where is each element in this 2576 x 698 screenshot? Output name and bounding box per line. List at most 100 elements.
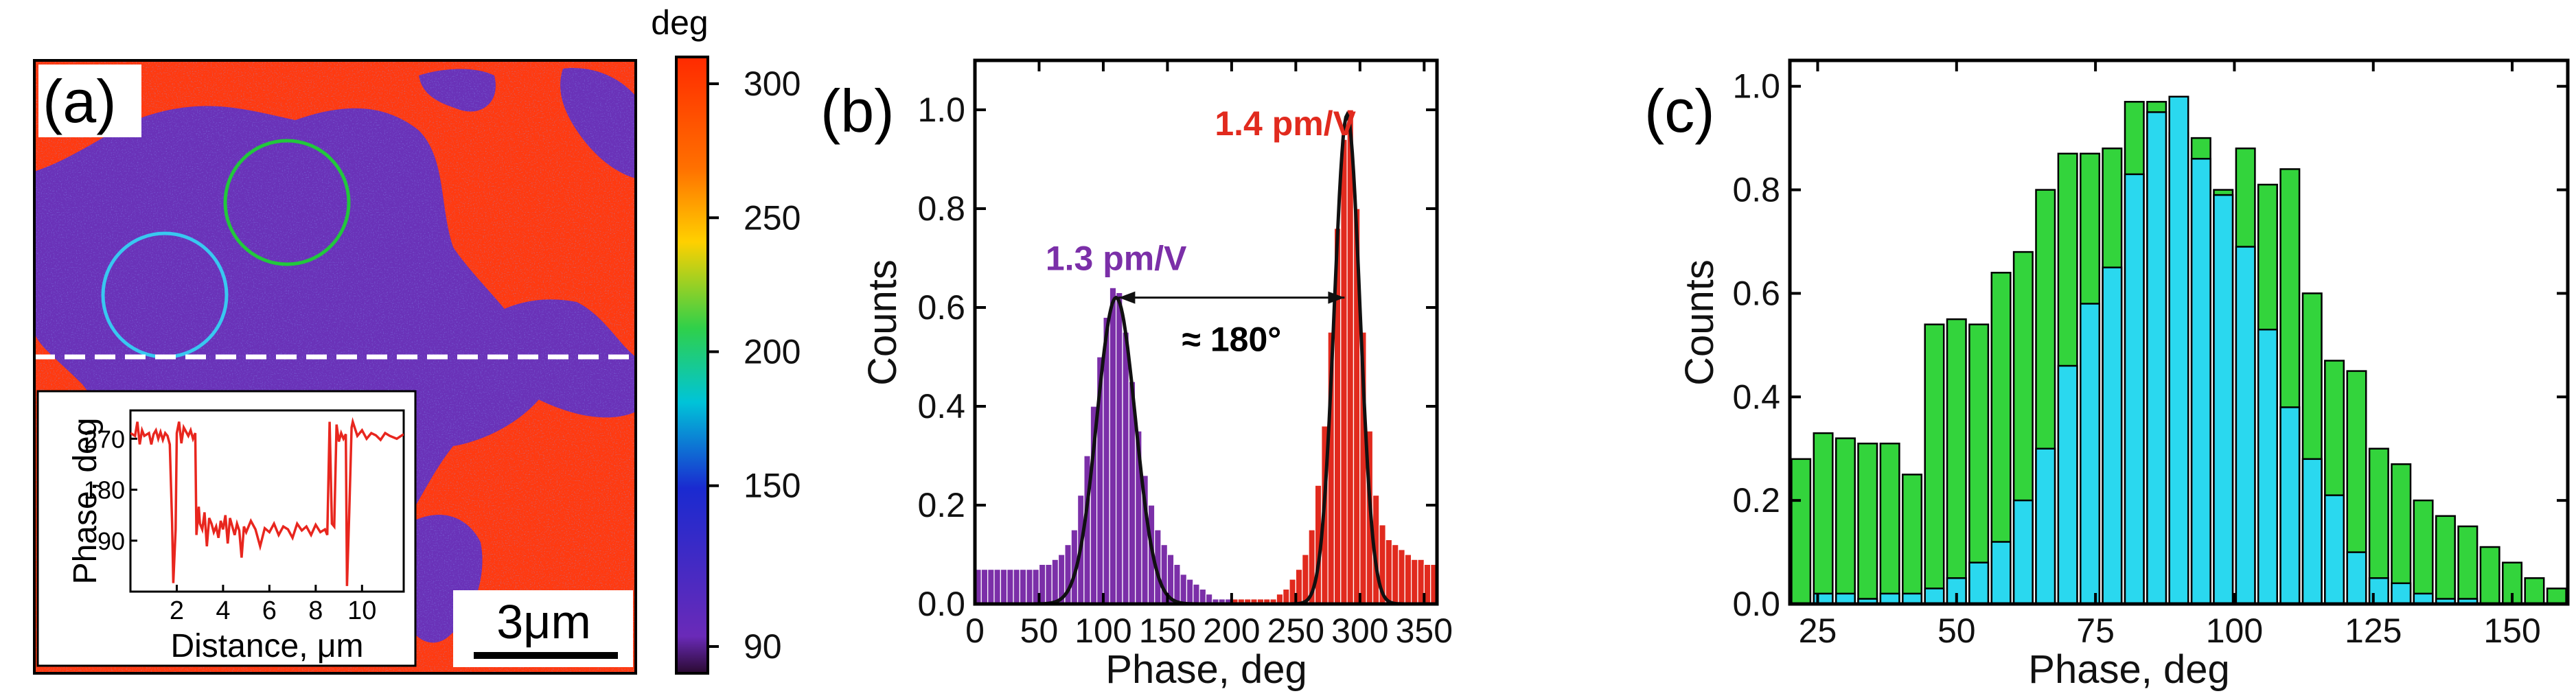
inset-x-tick-label: 2	[170, 596, 184, 625]
histogram-bar	[1045, 563, 1053, 605]
x-tick-label: 200	[1203, 612, 1260, 650]
panel-c-label: (c)	[1644, 77, 1715, 145]
histogram-bar-green	[1835, 437, 1856, 605]
histogram-bar	[1391, 544, 1399, 605]
histogram-bar-cyan	[2146, 111, 2167, 605]
gaussian-fit-right	[1283, 110, 1412, 606]
histogram-bar	[1180, 574, 1187, 605]
y-tick-label: 0.8	[1732, 171, 1780, 209]
inset-y-tick-label: 270	[84, 425, 125, 453]
phase-difference-label: ≈ 180°	[1182, 321, 1282, 359]
panel-b-xlabel: Phase, deg	[1105, 647, 1307, 692]
inset-y-tick-label: 90	[97, 527, 125, 555]
inset-x-tick-label: 4	[216, 596, 230, 625]
phase-map: 2 4 6 8 10 90 180 270 Distance, μm Phase, deg 3…	[34, 60, 636, 673]
panel-a: 2 4 6 8 10 90 180 270 Distance, μm Phase, deg 3…	[33, 3, 801, 675]
left-peak-label: 1.3 pm/V	[1046, 240, 1187, 278]
y-tick-label: 0.6	[917, 288, 965, 327]
y-tick-label: 0.2	[917, 486, 965, 524]
x-tick-label: 50	[1937, 612, 1976, 650]
panel-c-xlabel: Phase, deg	[2028, 647, 2229, 692]
colorbar-tick-label: 250	[744, 198, 801, 237]
inset-ticks: 2 4 6 8 10 90 180 270	[84, 425, 377, 625]
inset-x-tick-label: 6	[262, 596, 277, 625]
y-tick-label: 0.0	[917, 585, 965, 623]
inset-phase-profile	[130, 417, 404, 586]
histogram-bar-cyan	[2168, 95, 2189, 605]
histogram-bar-green	[2524, 577, 2545, 605]
histogram-bar-cyan	[2279, 406, 2301, 605]
histogram-bar	[1109, 287, 1117, 605]
histogram-bar	[1173, 563, 1181, 605]
histogram-bar	[1385, 539, 1393, 605]
x-tick-label: 150	[1139, 612, 1196, 650]
x-tick-label: 250	[1267, 612, 1324, 650]
histogram-bar-green	[1879, 442, 1900, 605]
colorbar-tick-label: 200	[744, 332, 801, 371]
panel-c: 25 50 75 100 125 150 0.0 0.2 0.4 0.6 0.8 1.0 (c) Ph…	[1644, 58, 2570, 692]
histogram-bar	[1026, 568, 1033, 605]
green-circle	[223, 139, 351, 266]
histogram-bar	[1199, 588, 1207, 605]
histogram-bar-green	[2479, 546, 2500, 605]
y-tick-label: 1.0	[917, 91, 965, 129]
histogram-bar	[987, 568, 995, 605]
inset-xlabel: Distance, μm	[170, 628, 363, 664]
colorbar-tick-label: 90	[744, 627, 782, 666]
histogram-bar-cyan	[2012, 499, 2034, 605]
plot-frame	[973, 58, 1439, 606]
histogram-bar-green	[2457, 525, 2479, 605]
histogram-bar	[1186, 579, 1194, 605]
histogram-bar-green	[1902, 474, 1923, 605]
y-tick-label: 0.2	[1732, 481, 1780, 520]
histogram-bar	[1302, 554, 1309, 605]
x-tick-label: 125	[2345, 612, 2402, 650]
panel-b-label: (b)	[820, 77, 895, 145]
histogram-bar-green	[2435, 515, 2456, 605]
histogram-c	[1791, 95, 2567, 605]
panel-b: ≈ 180° 1.3 pm/V 1.4 pm/V 0 50 100 150 200 250…	[820, 58, 1453, 692]
colorbar-tick-label: 150	[744, 467, 801, 505]
histogram-bar-green	[1791, 458, 1812, 605]
histogram-bar	[1013, 568, 1020, 605]
y-tick-label: 0.4	[917, 387, 965, 426]
histogram-bar	[1051, 559, 1059, 605]
histogram-bar-cyan	[2057, 364, 2078, 605]
histogram-bar	[980, 568, 989, 605]
x-tick-label: 350	[1396, 612, 1453, 650]
histogram-bar-green	[2413, 499, 2434, 605]
histogram-bar	[1283, 588, 1290, 605]
panel-c-ylabel: Counts	[1677, 259, 1722, 386]
histogram-bar-cyan	[1990, 541, 2012, 605]
histogram-bar-green	[1813, 432, 1834, 605]
histogram-bar-green	[2546, 588, 2567, 605]
x-tick-label: 300	[1331, 612, 1388, 650]
histogram-bar	[1193, 583, 1200, 605]
histogram-bar-cyan	[2190, 158, 2211, 605]
scale-bar-label: 3μm	[496, 595, 591, 649]
x-tick-label: 150	[2483, 612, 2540, 650]
histogram-bar-cyan	[2324, 494, 2345, 605]
colorbar-title: deg	[651, 3, 708, 42]
histogram-bar-cyan	[2391, 582, 2412, 605]
y-tick-label: 1.0	[1732, 67, 1780, 106]
histogram-bar	[1404, 554, 1412, 605]
histogram-bar-cyan	[2301, 458, 2323, 605]
plot-frame	[1788, 58, 2570, 606]
colorbar-ticks: 300 250 200 150 90	[708, 65, 801, 666]
histogram-bar	[993, 568, 1001, 605]
x-tick-label: 75	[2076, 612, 2115, 650]
histogram-bar	[1019, 568, 1027, 605]
axes-c: 25 50 75 100 125 150 0.0 0.2 0.4 0.6 0.8 1.0	[1732, 58, 2570, 650]
panel-a-label-box	[38, 65, 141, 137]
inset-ylabel: Phase, deg	[67, 418, 104, 585]
x-tick-label: 50	[1020, 612, 1059, 650]
x-tick-label: 25	[1799, 612, 1837, 650]
inset-x-tick-label: 8	[308, 596, 323, 625]
arrow-head-right	[1328, 291, 1345, 304]
y-tick-label: 0.8	[917, 189, 965, 228]
histogram-bar-cyan	[1968, 561, 1990, 605]
histogram-bar-cyan	[2257, 328, 2278, 605]
histogram-bar-green	[2391, 463, 2412, 605]
